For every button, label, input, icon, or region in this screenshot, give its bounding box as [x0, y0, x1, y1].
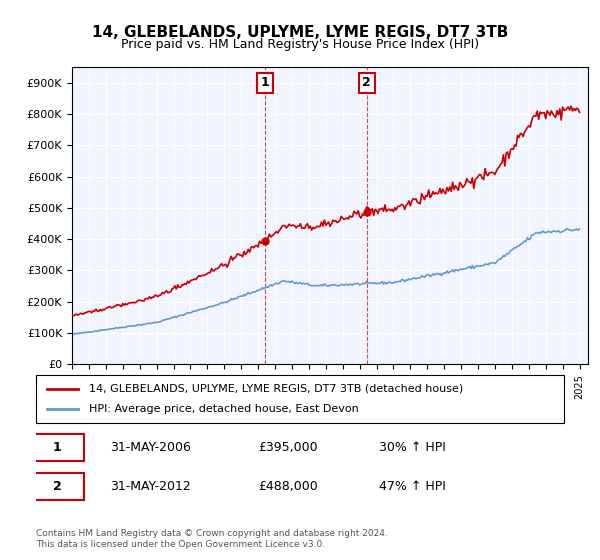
FancyBboxPatch shape [31, 473, 83, 500]
Text: 14, GLEBELANDS, UPLYME, LYME REGIS, DT7 3TB: 14, GLEBELANDS, UPLYME, LYME REGIS, DT7 … [92, 25, 508, 40]
Text: Price paid vs. HM Land Registry's House Price Index (HPI): Price paid vs. HM Land Registry's House … [121, 38, 479, 51]
Text: 1: 1 [53, 441, 61, 454]
Text: 30% ↑ HPI: 30% ↑ HPI [379, 441, 446, 454]
Text: 1: 1 [261, 76, 269, 90]
Text: 2: 2 [53, 480, 61, 493]
FancyBboxPatch shape [31, 434, 83, 461]
Text: Contains HM Land Registry data © Crown copyright and database right 2024.
This d: Contains HM Land Registry data © Crown c… [36, 529, 388, 549]
Text: 47% ↑ HPI: 47% ↑ HPI [379, 480, 446, 493]
Text: 31-MAY-2012: 31-MAY-2012 [110, 480, 191, 493]
Text: 14, GLEBELANDS, UPLYME, LYME REGIS, DT7 3TB (detached house): 14, GLEBELANDS, UPLYME, LYME REGIS, DT7 … [89, 384, 463, 394]
Text: £488,000: £488,000 [258, 480, 317, 493]
FancyBboxPatch shape [36, 375, 564, 423]
Text: 2: 2 [362, 76, 371, 90]
Text: 31-MAY-2006: 31-MAY-2006 [110, 441, 191, 454]
Text: HPI: Average price, detached house, East Devon: HPI: Average price, detached house, East… [89, 404, 359, 414]
Text: £395,000: £395,000 [258, 441, 317, 454]
